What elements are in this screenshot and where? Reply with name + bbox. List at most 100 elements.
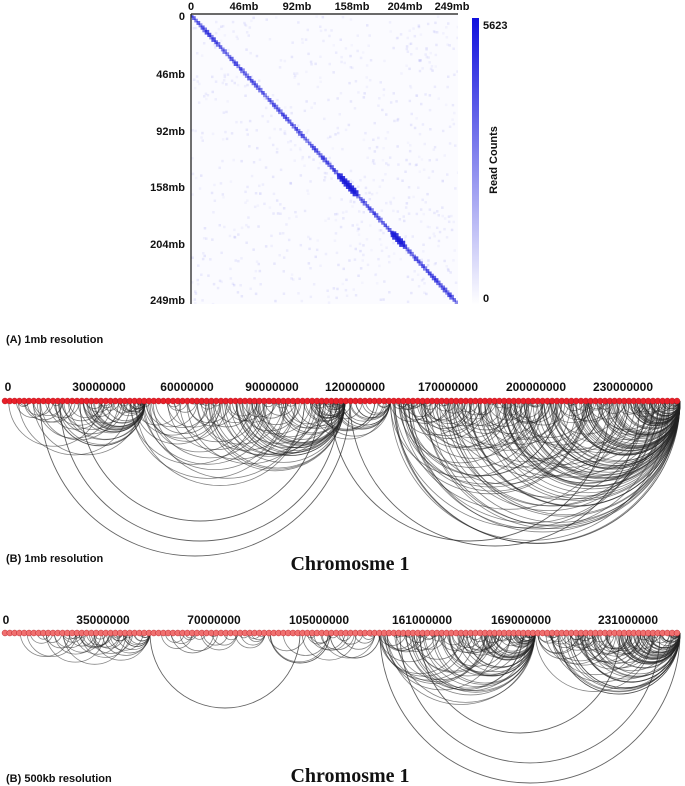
arc-link bbox=[378, 632, 461, 674]
heatmap-cell bbox=[379, 81, 382, 84]
heatmap-cell bbox=[279, 203, 282, 206]
heatmap-diagonal-cell bbox=[263, 93, 267, 98]
arc-link bbox=[444, 400, 655, 507]
heatmap-diagonal-cell bbox=[204, 29, 210, 35]
heatmap-cell bbox=[438, 230, 442, 234]
heatmap-cell bbox=[247, 225, 250, 229]
heatmap-cell bbox=[373, 162, 376, 165]
heatmap-cell bbox=[250, 20, 253, 23]
heatmap-cell bbox=[405, 47, 409, 51]
arc-link bbox=[62, 632, 102, 653]
heatmap-cell bbox=[344, 288, 348, 292]
arc-link bbox=[527, 400, 650, 463]
heatmap-cell bbox=[388, 156, 392, 159]
heatmap-cell bbox=[428, 94, 432, 97]
heatmap-cell bbox=[243, 23, 247, 27]
heatmap-cell bbox=[449, 271, 452, 274]
arc-link bbox=[598, 400, 681, 442]
heatmap-cell bbox=[379, 298, 383, 301]
arc-link bbox=[441, 400, 467, 414]
heatmap-cell bbox=[279, 59, 283, 62]
heatmap-cell bbox=[237, 259, 240, 263]
heatmap-cell bbox=[406, 300, 410, 304]
heatmap-cell bbox=[424, 93, 427, 96]
heatmap-cell bbox=[358, 210, 361, 213]
heatmap-cell bbox=[428, 159, 431, 162]
heatmap-cell bbox=[235, 75, 239, 79]
arc-link bbox=[431, 400, 528, 449]
arc-link bbox=[229, 400, 341, 455]
heatmap-cell bbox=[419, 59, 422, 62]
heatmap-cell bbox=[231, 282, 235, 285]
arc-link bbox=[341, 400, 391, 426]
heatmap-cell bbox=[244, 190, 247, 194]
arc-link bbox=[492, 632, 536, 654]
heatmap-cell bbox=[198, 187, 202, 190]
arc2-xtick: 169000000 bbox=[491, 613, 551, 627]
heatmap-cell bbox=[415, 163, 418, 166]
heatmap-cell bbox=[245, 24, 248, 27]
heatmap-cell bbox=[268, 38, 272, 41]
heatmap-cell bbox=[447, 215, 451, 218]
heatmap-diagonal-cell bbox=[452, 298, 456, 302]
arc2-xtick: 231000000 bbox=[598, 613, 658, 627]
arc2-xtick: 161000000 bbox=[392, 613, 452, 627]
arc-link bbox=[170, 632, 193, 644]
heatmap-cell bbox=[361, 282, 364, 285]
heatmap-diagonal-cell bbox=[427, 271, 432, 276]
heatmap-cell bbox=[414, 164, 417, 167]
heatmap-cell bbox=[298, 277, 301, 280]
heatmap-cell bbox=[408, 149, 412, 153]
heatmap-cell bbox=[381, 179, 384, 182]
heatmap-cell bbox=[244, 202, 247, 205]
caption-b1: (B) 1mb resolution bbox=[6, 553, 103, 565]
heatmap-cell bbox=[196, 282, 200, 286]
heatmap-cell bbox=[413, 270, 416, 273]
heatmap-cell bbox=[315, 248, 319, 252]
arc-link bbox=[454, 400, 517, 431]
arc-link bbox=[74, 632, 121, 655]
heatmap-diagonal-cell bbox=[236, 64, 241, 69]
heatmap-cell bbox=[277, 99, 280, 102]
heatmap-cell bbox=[404, 206, 408, 209]
heatmap-cell bbox=[201, 131, 204, 135]
arc-link bbox=[411, 632, 465, 660]
heatmap-cell bbox=[425, 47, 428, 50]
colorbar bbox=[472, 18, 479, 305]
heatmap-cell bbox=[275, 16, 278, 19]
heatmap-cell bbox=[349, 100, 353, 103]
heatmap-cell bbox=[406, 50, 410, 53]
arc-link bbox=[463, 400, 591, 463]
heatmap-cell bbox=[389, 30, 392, 33]
heatmap-cell bbox=[270, 114, 273, 118]
heatmap-cell bbox=[417, 24, 421, 27]
heatmap-cell bbox=[388, 291, 391, 294]
heatmap-cell bbox=[276, 212, 280, 215]
heatmap-cell bbox=[204, 92, 208, 96]
heatmap-cell bbox=[218, 166, 221, 170]
heatmap-cell bbox=[397, 163, 400, 166]
heatmap-cell bbox=[201, 299, 204, 302]
heatmap-cell bbox=[392, 241, 395, 245]
heatmap-cell bbox=[310, 63, 313, 66]
heatmap-cell bbox=[433, 85, 437, 89]
heatmap-cell bbox=[279, 168, 283, 172]
arc2-nodes bbox=[1, 629, 681, 637]
arc1-xtick: 60000000 bbox=[160, 380, 214, 394]
heatmap-cell bbox=[383, 94, 386, 97]
heatmap-cell bbox=[240, 257, 243, 260]
heatmap-cell bbox=[426, 225, 430, 229]
heatmap-cell bbox=[289, 148, 293, 151]
heatmap-cell bbox=[200, 174, 203, 177]
heatmap-cell bbox=[408, 67, 411, 71]
heatmap-diagonal-cell bbox=[247, 76, 252, 81]
heatmap-cell bbox=[369, 59, 373, 62]
arc-link bbox=[450, 400, 544, 446]
heatmap-cell bbox=[411, 278, 414, 281]
heatmap-cell bbox=[362, 96, 366, 99]
heatmap-cell bbox=[385, 246, 388, 249]
heatmap-cell bbox=[229, 267, 232, 271]
heatmap-cell bbox=[287, 238, 291, 242]
heatmap-cell bbox=[245, 241, 248, 244]
